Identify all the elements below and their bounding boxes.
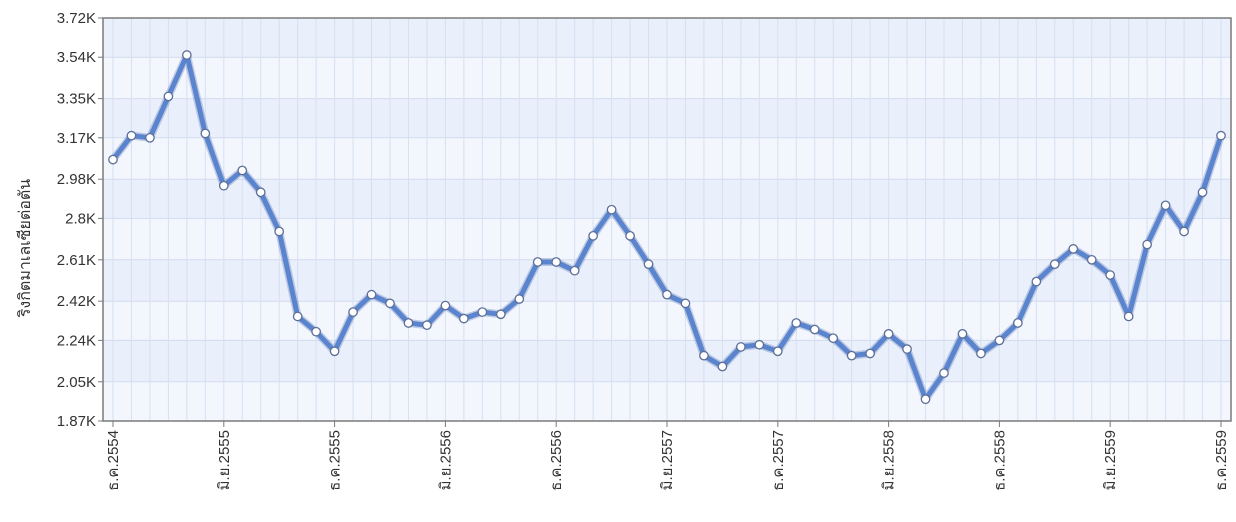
x-tick-label: ธ.ค.2554 xyxy=(105,430,122,491)
data-point xyxy=(588,230,598,241)
x-tick-label: ธ.ค.2558 xyxy=(991,430,1008,491)
data-point xyxy=(846,350,857,361)
data-point xyxy=(1068,244,1079,254)
data-point xyxy=(422,320,432,331)
data-point xyxy=(828,333,839,344)
x-tick-label: มิ.ย.2558 xyxy=(881,430,898,490)
data-point xyxy=(1049,259,1060,270)
x-tick-label: ธ.ค.2557 xyxy=(770,430,787,491)
data-point xyxy=(680,298,691,309)
data-points xyxy=(108,50,1226,405)
y-tick-label: 2.98K xyxy=(57,171,96,188)
y-tick-label: 2.24K xyxy=(57,332,96,349)
x-axis-ticks: ธ.ค.2554 มิ.ย.2555 ธ.ค.2555 มิ.ย.2556 ธ.ค.25… xyxy=(105,421,1230,491)
data-point xyxy=(366,289,377,300)
data-point xyxy=(532,257,543,267)
data-point xyxy=(1216,130,1226,141)
y-tick-label: 3.17K xyxy=(57,130,96,147)
data-point xyxy=(754,339,765,350)
data-point xyxy=(643,259,654,270)
data-point xyxy=(440,300,451,311)
data-point xyxy=(920,394,931,405)
data-point xyxy=(514,294,525,304)
data-point xyxy=(1013,318,1023,328)
y-axis-title: ริงกิตมาเลเซียต่อตัน xyxy=(16,179,34,318)
data-point xyxy=(1142,239,1152,250)
data-point xyxy=(1105,270,1116,280)
data-point xyxy=(809,324,820,335)
data-point xyxy=(625,230,635,241)
data-point xyxy=(218,180,229,191)
x-tick-label: มิ.ย.2557 xyxy=(659,430,676,490)
x-tick-label: มิ.ย.2559 xyxy=(1102,430,1119,490)
data-point xyxy=(606,204,617,215)
y-tick-label: 2.8K xyxy=(65,210,96,227)
data-point xyxy=(994,335,1005,346)
data-point xyxy=(237,165,248,176)
data-point xyxy=(255,187,266,198)
data-point xyxy=(459,313,469,324)
data-point xyxy=(957,329,968,339)
data-point xyxy=(939,368,949,378)
data-point xyxy=(717,361,728,372)
data-point xyxy=(403,318,414,328)
data-point xyxy=(736,342,746,352)
data-point xyxy=(495,309,506,320)
data-point xyxy=(662,289,672,300)
data-point xyxy=(1086,254,1097,265)
data-point xyxy=(976,348,986,359)
data-point xyxy=(551,257,562,267)
data-point xyxy=(1031,276,1042,287)
x-tick-label: ธ.ค.2556 xyxy=(548,430,565,491)
y-tick-label: 2.05K xyxy=(57,374,96,391)
data-point xyxy=(902,344,912,354)
y-axis-ticks: 1.87K 2.05K 2.24K 2.42K 2.61K 2.8K 2.98K 3.17K 3… xyxy=(57,10,103,430)
data-point xyxy=(145,132,155,143)
data-point xyxy=(385,298,395,309)
data-point xyxy=(883,329,894,339)
data-point xyxy=(1197,187,1208,198)
data-point xyxy=(477,307,488,317)
y-tick-label: 1.87K xyxy=(57,413,96,430)
data-point xyxy=(108,154,118,165)
data-point xyxy=(163,91,174,102)
y-tick-label: 3.72K xyxy=(57,10,96,27)
data-point xyxy=(274,226,285,237)
data-point xyxy=(348,307,358,317)
x-tick-label: มิ.ย.2556 xyxy=(437,430,454,490)
y-tick-label: 3.54K xyxy=(57,49,96,66)
x-tick-label: มิ.ย.2555 xyxy=(216,430,233,490)
y-tick-label: 3.35K xyxy=(57,91,96,108)
y-tick-label: 2.61K xyxy=(57,252,96,269)
data-point xyxy=(311,326,321,337)
data-point xyxy=(200,128,211,139)
data-point xyxy=(292,311,303,322)
data-point xyxy=(772,346,783,357)
data-point xyxy=(699,350,709,361)
data-point xyxy=(865,348,875,359)
data-point xyxy=(126,130,137,141)
x-tick-label: ธ.ค.2559 xyxy=(1213,430,1230,491)
data-point xyxy=(1160,200,1171,211)
data-point xyxy=(1179,226,1189,237)
y-tick-label: 2.42K xyxy=(57,293,96,310)
data-point xyxy=(329,346,340,357)
x-tick-label: ธ.ค.2555 xyxy=(327,430,344,491)
data-point xyxy=(569,265,580,276)
data-point xyxy=(1123,311,1134,322)
data-point xyxy=(182,50,192,60)
data-point xyxy=(791,318,802,328)
